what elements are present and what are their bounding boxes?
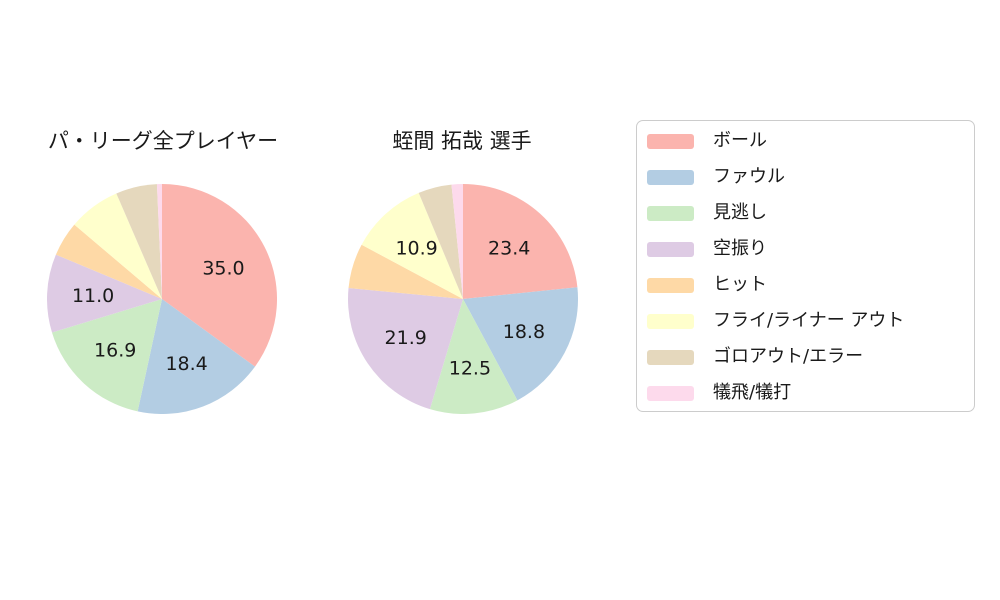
legend-swatch [647,385,694,401]
legend-label: ヒット [713,274,767,295]
pie-slice-5 [361,192,463,299]
legend-item: 見逃し [637,195,974,231]
chart-title-left: パ・リーグ全プレイヤー [47,129,279,153]
pie-slice-1 [137,299,256,414]
pie-slice-label: 10.9 [395,238,437,260]
pie-chart-left: 35.0 18.4 16.9 11.0 [47,184,277,414]
pie-slice-3 [47,254,163,333]
pie-slice-3 [348,288,463,410]
chart-title-right: 蛭間 拓哉 選手 [392,129,532,153]
pie-slice-label: 16.9 [94,339,136,361]
legend-label: ボール [713,130,767,151]
pie-slice-label: 18.8 [503,321,545,343]
legend-label: 見逃し [713,202,767,223]
legend-swatch [647,277,694,293]
pie-slice-0 [162,184,277,367]
legend-label: 空振り [713,238,767,259]
legend-label: 犠飛/犠打 [713,382,792,403]
legend: ボールファウル見逃し空振りヒットフライ/ライナー アウト ゴロアウト/エラー 犠飛/… [636,120,975,412]
legend-item: 空振り [637,231,974,267]
pie-slice-0 [463,184,578,299]
pie-slice-label: 21.9 [385,327,427,349]
legend-item: ボール [637,123,974,159]
pie-slice-1 [463,287,578,401]
legend-label: フライ/ライナー アウト [713,310,905,331]
legend-swatch [647,241,694,257]
pie-slice-label: 11.0 [72,285,114,307]
legend-item: 犠飛/犠打 [637,375,974,411]
pie-slice-4 [55,224,162,299]
pie-slice-label: 35.0 [202,257,244,279]
legend-item: ヒット [637,267,974,303]
legend-item: フライ/ライナー アウト [637,303,974,339]
legend-item: ファウル [637,159,974,195]
pie-slice-7 [156,184,162,299]
legend-swatch [647,205,694,221]
pie-slice-label: 23.4 [488,237,530,259]
pie-slice-7 [451,184,463,299]
pie-slice-2 [51,299,163,412]
legend-item: ゴロアウト/エラー [637,339,974,375]
legend-swatch [647,133,694,149]
legend-label: ファウル [713,166,785,187]
pie-chart-right: 23.4 18.8 12.5 21.9 10.9 [348,184,578,414]
pie-slice-6 [418,184,463,299]
pie-slice-2 [429,299,518,414]
pie-slice-5 [74,193,162,299]
pie-slice-label: 12.5 [449,357,491,379]
legend-swatch [647,313,694,329]
legend-swatch [647,349,694,365]
pie-slice-4 [348,244,463,299]
pie-slice-label: 18.4 [165,353,207,375]
pie-slice-6 [116,184,162,299]
legend-label: ゴロアウト/エラー [713,346,864,367]
legend-swatch [647,169,694,185]
